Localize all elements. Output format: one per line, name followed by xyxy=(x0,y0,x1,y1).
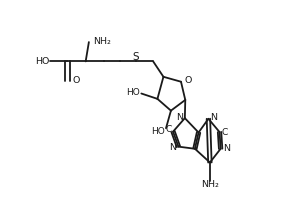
Text: HO: HO xyxy=(35,57,49,66)
Text: C: C xyxy=(166,125,172,134)
Text: HO: HO xyxy=(126,88,140,97)
Text: N: N xyxy=(176,113,183,122)
Text: NH₂: NH₂ xyxy=(93,36,111,46)
Text: N: N xyxy=(169,143,176,152)
Text: N: N xyxy=(223,144,230,153)
Text: O: O xyxy=(184,76,191,84)
Text: N: N xyxy=(210,113,217,122)
Text: C: C xyxy=(222,128,228,136)
Text: NH₂: NH₂ xyxy=(201,180,219,189)
Text: O: O xyxy=(72,76,79,85)
Text: HO: HO xyxy=(151,127,165,136)
Text: S: S xyxy=(133,52,139,62)
